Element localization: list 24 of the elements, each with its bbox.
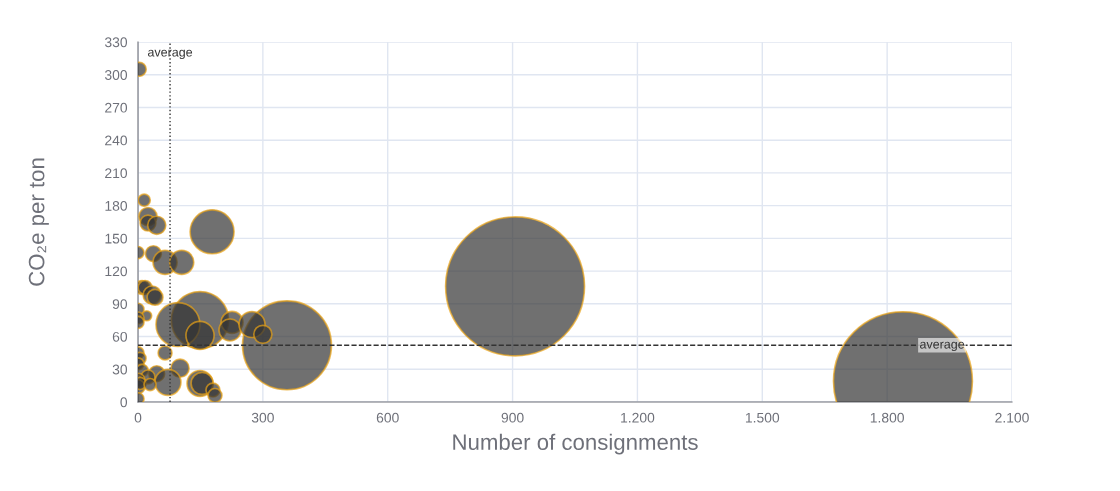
y-tick-label: 330 — [104, 37, 128, 48]
y-axis-title: CO₂e per ton — [28, 158, 49, 286]
y-tick-label: 30 — [112, 364, 128, 375]
ref-line-label: average — [920, 341, 965, 352]
y-tick-label: 60 — [112, 331, 128, 342]
x-tick-label: 0 — [134, 412, 142, 423]
x-tick-label: 1.800 — [870, 412, 904, 423]
x-tick-label: 1.200 — [621, 412, 655, 423]
x-tick-label: 2.100 — [995, 412, 1029, 423]
y-tick-label: 90 — [112, 299, 128, 309]
y-tick-label: 180 — [105, 200, 128, 211]
x-axis-title: Number of consignments — [453, 433, 698, 455]
x-tick-label: 900 — [501, 412, 524, 423]
y-tick-label: 240 — [105, 135, 128, 146]
x-tick-label: 1.500 — [745, 412, 780, 423]
ref-line-label: average — [147, 49, 193, 60]
y-tick-label: 270 — [105, 102, 128, 113]
y-tick-label: 150 — [105, 233, 128, 244]
y-tick-label: 120 — [105, 266, 128, 277]
y-tick-label: 0 — [120, 397, 128, 408]
y-tick-label: 300 — [104, 70, 128, 80]
x-tick-label: 600 — [376, 412, 399, 423]
x-tick-label: 300 — [251, 412, 274, 423]
y-tick-label: 210 — [105, 168, 128, 179]
